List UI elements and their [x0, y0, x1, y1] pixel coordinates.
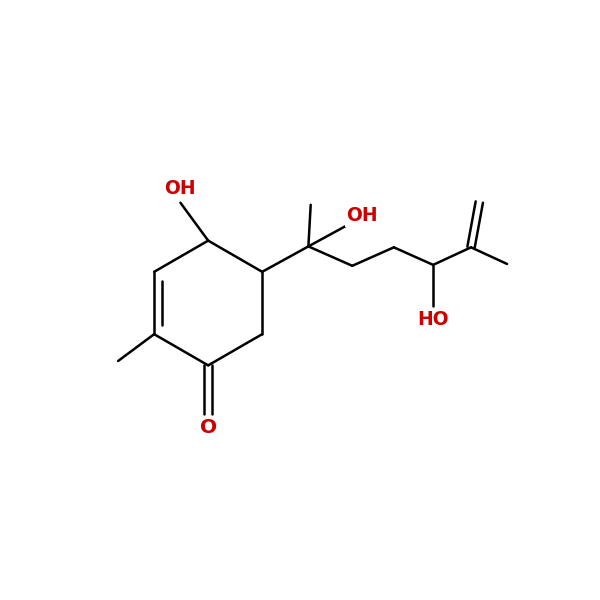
Text: OH: OH [346, 206, 378, 226]
Text: HO: HO [418, 310, 449, 329]
Text: OH: OH [164, 179, 196, 199]
Text: O: O [200, 418, 217, 437]
